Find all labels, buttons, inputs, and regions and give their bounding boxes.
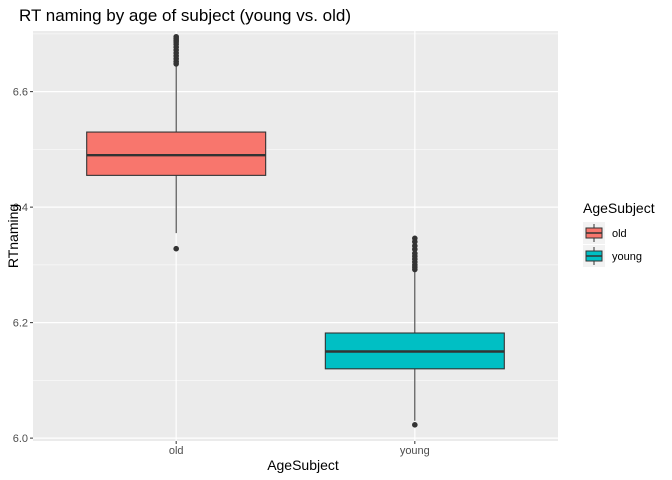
legend: AgeSubject old young	[583, 200, 655, 267]
boxes	[86, 33, 505, 428]
outlier-point	[412, 243, 418, 249]
box-group-young	[324, 235, 505, 428]
outlier-point	[412, 250, 418, 257]
chart-title: RT naming by age of subject (young vs. o…	[19, 6, 351, 25]
x-axis-title: AgeSubject	[267, 457, 339, 473]
y-tick-label: 6.6	[13, 87, 28, 99]
plot-panel	[33, 31, 558, 441]
y-tick-label: 6.2	[13, 318, 28, 330]
x-tick-label: old	[169, 445, 184, 457]
y-axis-ticks: 6.0 6.2 6.4 6.6	[13, 87, 33, 445]
box-group-old	[86, 33, 267, 252]
legend-title: AgeSubject	[583, 200, 655, 216]
legend-key-young	[583, 245, 605, 267]
y-tick-label: 6.4	[13, 202, 28, 214]
legend-key-old	[583, 222, 605, 244]
outlier-point	[412, 422, 418, 428]
legend-label: old	[612, 228, 627, 240]
legend-label: young	[612, 251, 642, 263]
x-axis-ticks: old young	[169, 441, 430, 457]
outlier-point	[412, 235, 418, 242]
outlier-point	[173, 245, 179, 252]
y-tick-label: 6.0	[13, 433, 28, 445]
x-tick-label: young	[400, 445, 430, 457]
outlier-point	[173, 33, 179, 40]
y-axis-title: RTnaming	[5, 204, 21, 268]
box-iqr	[86, 131, 267, 176]
